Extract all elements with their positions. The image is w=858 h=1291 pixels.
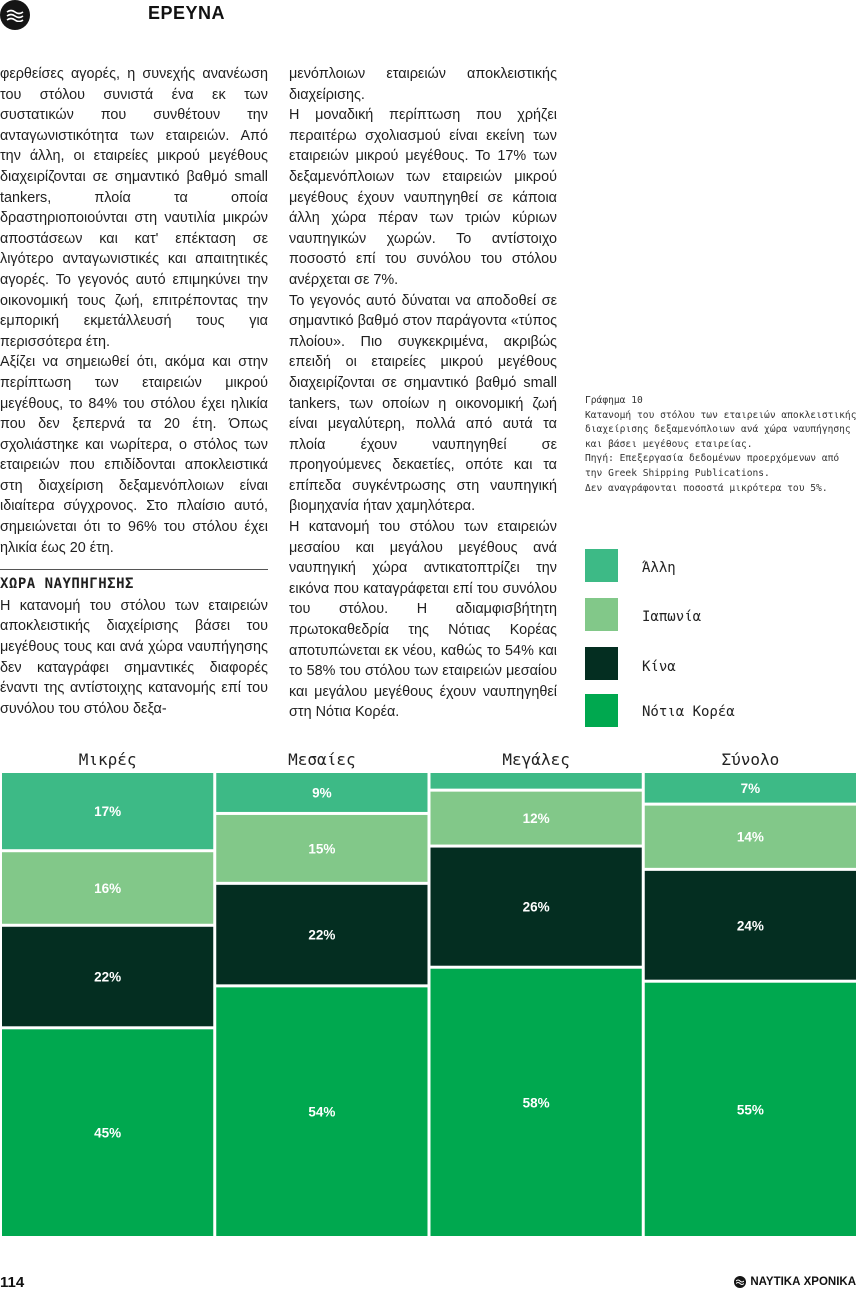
data-label: 55% (737, 1102, 764, 1117)
caption-note: Δεν αναγράφονται ποσοστά μικρότερα του 5… (585, 482, 828, 494)
legend-swatch (585, 647, 618, 680)
legend-label: Άλλη (642, 560, 676, 576)
subhead-divider: ΧΩΡΑ ΝΑΥΠΗΓΗΣΗΣ (0, 569, 268, 595)
paragraph: Αξίζει να σημειωθεί ότι, ακόμα και στην … (0, 354, 268, 556)
data-label: 45% (94, 1126, 121, 1141)
bar-segment (216, 814, 428, 882)
bar-segment (430, 847, 642, 966)
legend-label: Κίνα (642, 659, 676, 675)
data-label: 9% (312, 785, 332, 800)
data-label: 16% (94, 881, 121, 896)
bar-segment (644, 870, 856, 980)
chart-caption: Γράφημα 10 Κατανομή του στόλου των εταιρ… (585, 394, 858, 496)
data-label: 24% (737, 918, 764, 933)
caption-source: Πηγή: Επεξεργασία δεδομένων προερχόμενων… (585, 453, 840, 479)
legend-swatch (585, 549, 618, 582)
legend-label: Νότια Κορέα (642, 704, 735, 720)
bar-segment (430, 791, 642, 845)
bar-segment (644, 805, 856, 868)
bar-segment (216, 884, 428, 985)
legend-item-china: Κίνα (585, 647, 858, 682)
bar-segment (2, 1029, 214, 1236)
data-label: 14% (737, 830, 764, 845)
category-label: Σύνολο (721, 750, 779, 769)
paragraph: Η μοναδική περίπτωση που χρήζει περαιτέρ… (289, 107, 557, 288)
paragraph: φερθείσες αγορές, η συνεχής ανανέωση του… (0, 66, 268, 350)
legend-swatch (585, 694, 618, 727)
data-label: 12% (523, 811, 550, 826)
bar-segment (216, 987, 428, 1236)
paragraph: Η κατανομή του στόλου των εταιρειών μεσα… (289, 519, 557, 721)
category-label: Μεσαίες (288, 750, 355, 769)
caption-figure-number: Γράφημα 10 (585, 395, 643, 406)
footer-brand: ΝΑΥΤΙΚΑ ΧΡΟΝΙΚΑ (734, 1276, 856, 1288)
paragraph: Η κατανομή του στόλου των εταιρειών αποκ… (0, 597, 268, 717)
brand-name: ΝΑΥΤΙΚΑ ΧΡΟΝΙΚΑ (750, 1276, 856, 1288)
bar-segment (430, 968, 642, 1236)
data-label: 58% (523, 1095, 550, 1110)
legend-label: Ιαπωνία (642, 609, 702, 625)
bar-segment (644, 773, 856, 803)
bar-segment (2, 926, 214, 1027)
category-label: Μικρές (79, 750, 137, 769)
data-label: 22% (94, 970, 121, 985)
wave-icon (6, 9, 24, 22)
data-label: 54% (308, 1105, 335, 1120)
bar-segment (430, 773, 642, 789)
page-number: 114 (0, 1274, 25, 1291)
bar-segment (216, 773, 428, 812)
publication-logo (0, 0, 30, 30)
paragraph: Το γεγονός αυτό δύναται να αποδοθεί σε σ… (289, 292, 558, 515)
stacked-bar-chart: Μικρές 17% 16% 22% 45% Μεσαίες 9% 15% 22% 54% Μεγά… (2, 750, 856, 1236)
legend-item-other: Άλλη (585, 549, 858, 584)
data-label: 17% (94, 804, 121, 819)
brand-logo-icon (734, 1276, 747, 1288)
data-label: 26% (523, 900, 550, 915)
caption-description: Κατανομή του στόλου των εταιρειών αποκλε… (585, 409, 857, 450)
data-label: 7% (741, 781, 761, 796)
bar-segment (2, 852, 214, 924)
subheading: ΧΩΡΑ ΝΑΥΠΗΓΗΣΗΣ (0, 576, 134, 593)
data-label: 22% (308, 928, 335, 943)
bar-segment (2, 773, 214, 850)
paragraph: μενόπλοιων εταιρειών αποκλειστικής διαχε… (289, 66, 557, 103)
article-column-1: φερθείσες αγορές, η συνεχής ανανέωση του… (0, 64, 268, 719)
bar-segment (644, 982, 856, 1236)
article-column-2: μενόπλοιων εταιρειών αποκλειστικής διαχε… (289, 64, 557, 723)
legend-swatch (585, 598, 618, 631)
legend-item-japan: Ιαπωνία (585, 598, 858, 633)
legend-item-south-korea: Νότια Κορέα (585, 694, 858, 729)
section-title: ΕΡΕΥΝΑ (148, 3, 226, 23)
data-label: 15% (308, 841, 335, 856)
category-label: Μεγάλες (502, 750, 569, 769)
